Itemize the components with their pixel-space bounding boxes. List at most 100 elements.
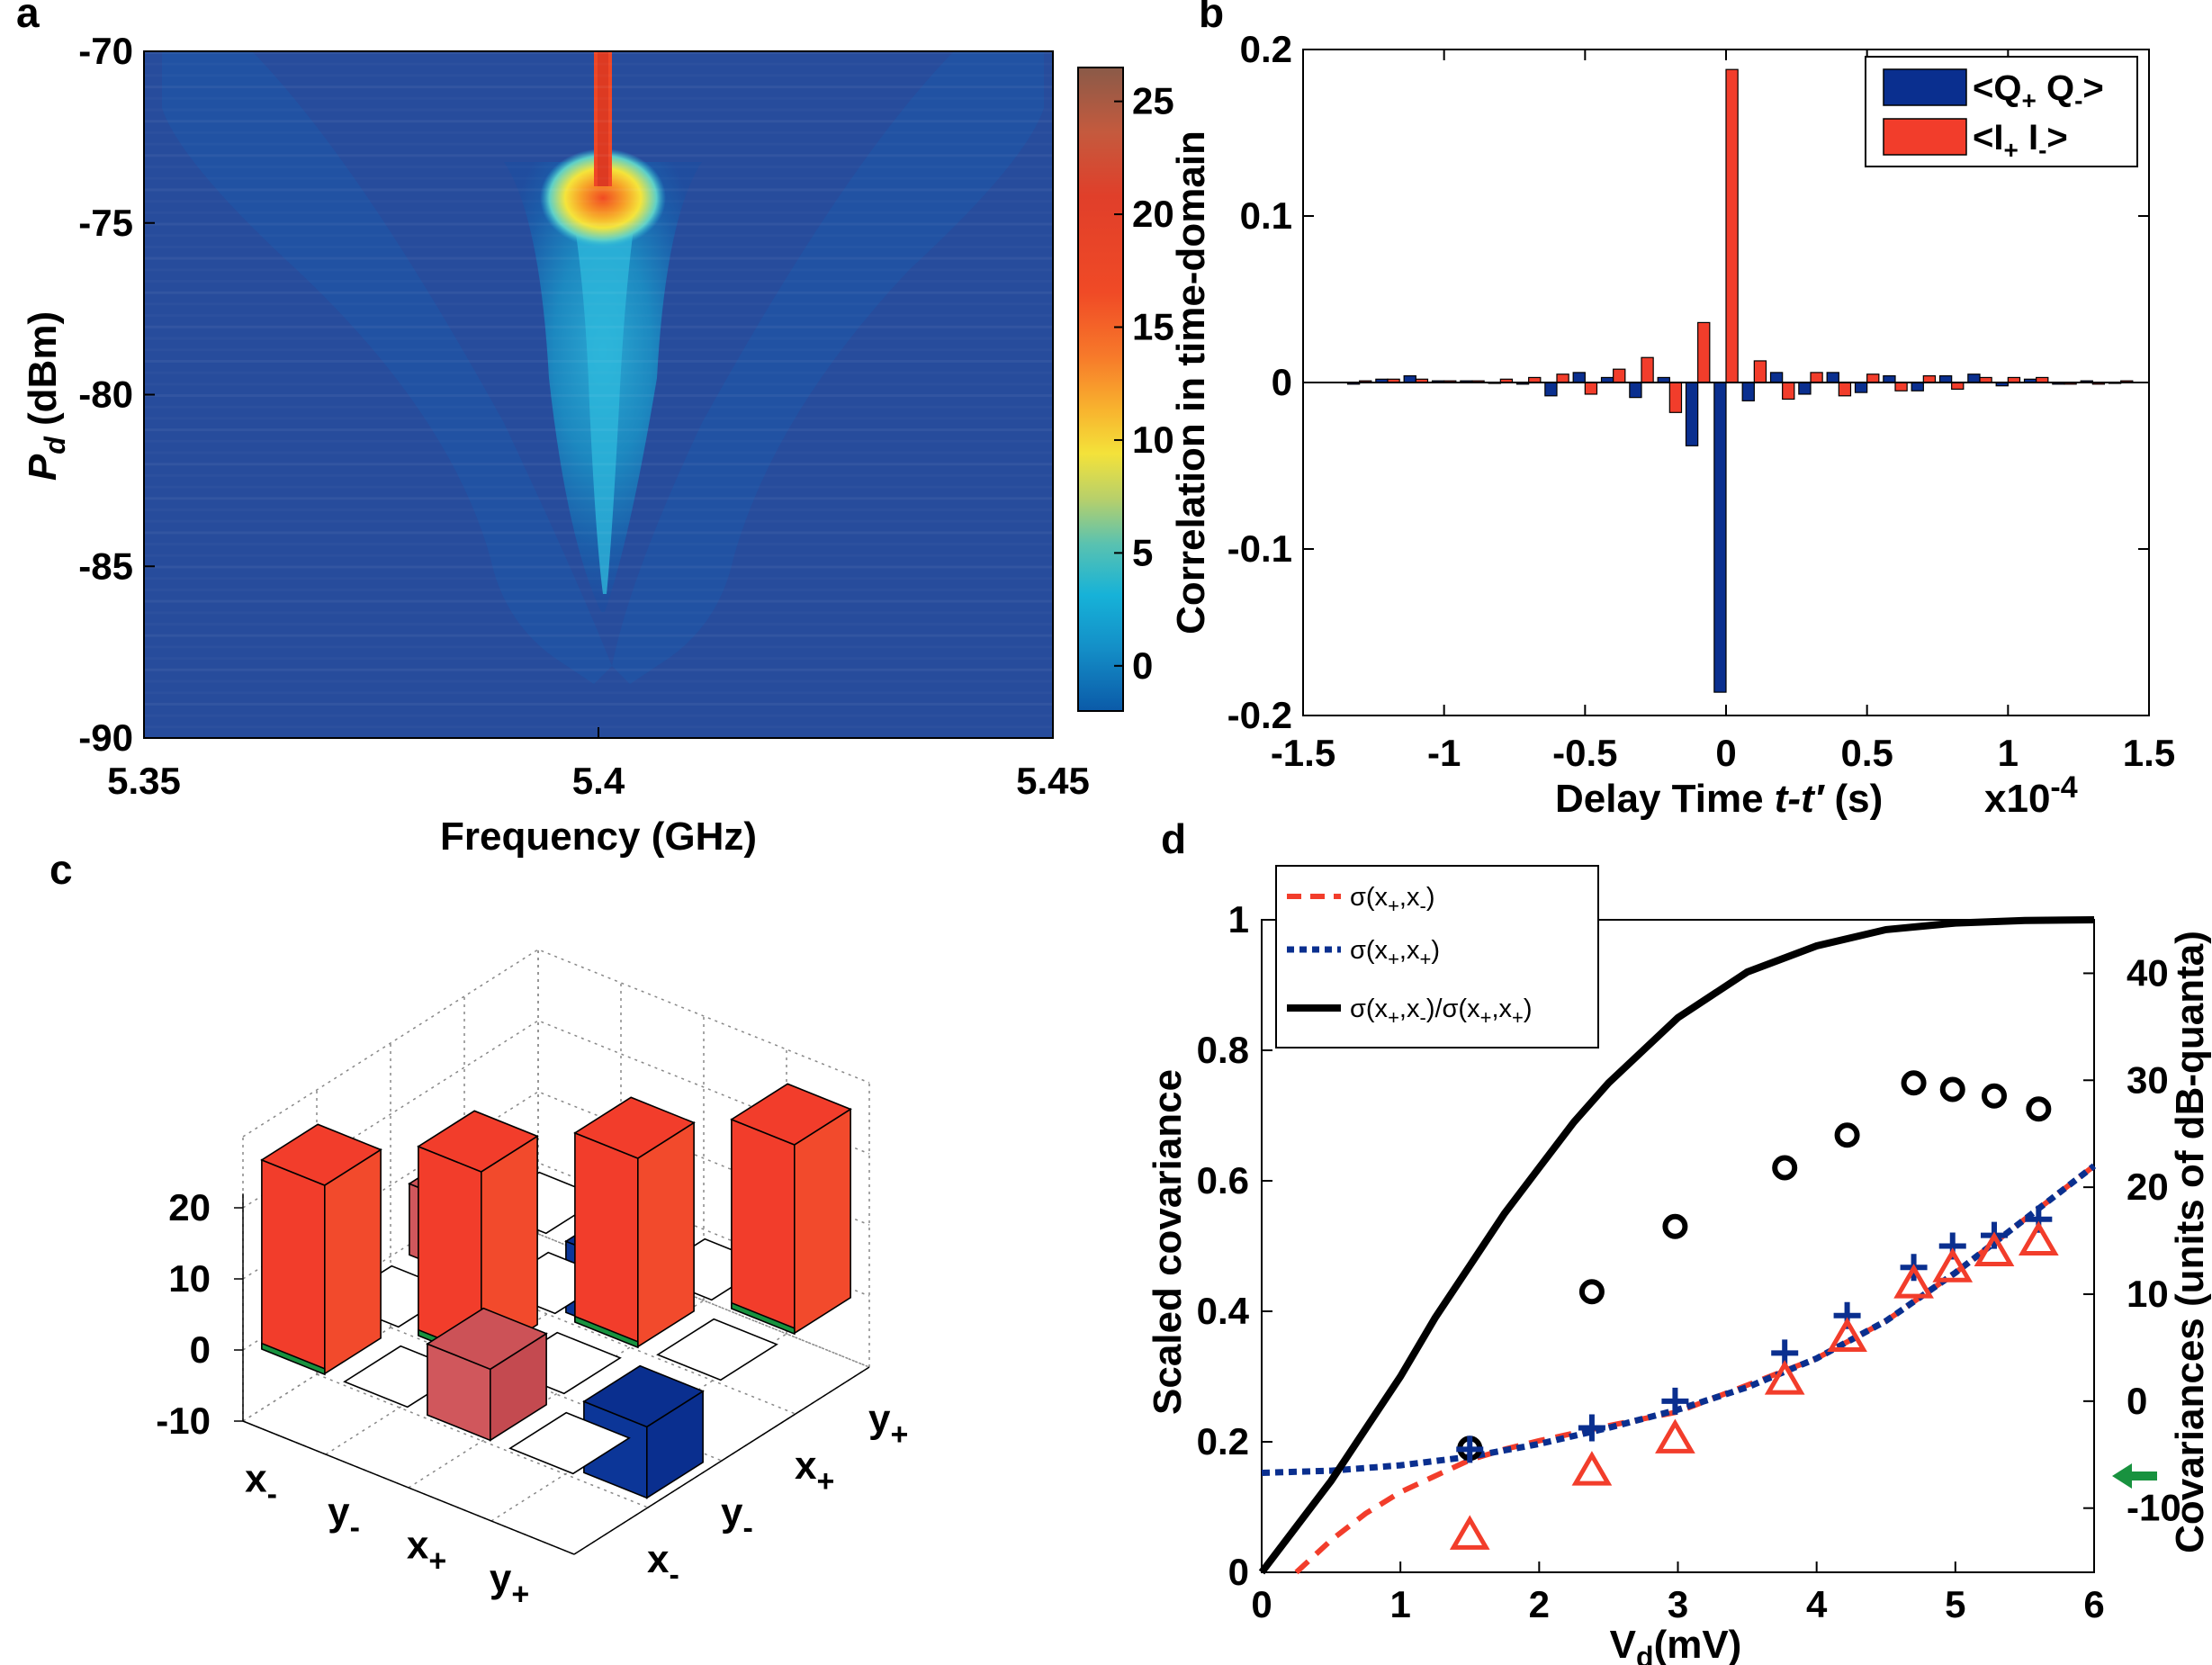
legend-i-sub1: +: [2003, 136, 2018, 164]
panel-a-label: a: [16, 0, 40, 36]
bar-i: [1867, 374, 1879, 382]
panel-b-ylabel: Correlation in time-domain: [1169, 130, 1213, 634]
colorbar-tick-label: 5: [1132, 531, 1153, 573]
lg2-e: ): [1524, 994, 1533, 1023]
heatmap-stripe: [144, 703, 1053, 706]
panel-b-xlabel-part2: t-t′: [1775, 777, 1826, 821]
row-label-main: y: [490, 1557, 512, 1601]
heatmap-stripe: [144, 645, 1053, 648]
legend-swatch-i: [1884, 119, 1966, 155]
lg2-sb: -: [1419, 1006, 1425, 1029]
legend-i-main: <I: [1973, 118, 2003, 158]
heatmap-stripe: [144, 520, 1053, 523]
panel-a-xtick-label: 5.35: [107, 760, 181, 802]
heatmap-stripe: [144, 691, 1053, 694]
panel-c-ztick-label: -10: [156, 1400, 211, 1442]
panel-a-xlabel: Frequency (GHz): [440, 814, 757, 859]
lg1-b: ,x: [1399, 936, 1420, 965]
legend-label-q: <Q+ Q->: [1973, 68, 2104, 114]
heatmap-stripe: [144, 463, 1053, 465]
colorbar-tick-label: 0: [1132, 644, 1153, 687]
bar-i: [1811, 373, 1822, 382]
row-label-main: y: [328, 1490, 350, 1534]
heatmap-stripe: [144, 623, 1053, 626]
heatmap-stripe: [144, 154, 1053, 157]
panel-b-xlabel-part1: Delay Time: [1555, 777, 1775, 821]
panel-b-xtick-label: -1: [1427, 732, 1461, 774]
lg2-c: )/σ(x: [1426, 994, 1480, 1023]
heatmap-stripe: [144, 680, 1053, 683]
panel-c-ztick-label: 20: [168, 1186, 211, 1228]
legend-swatch-q: [1884, 69, 1966, 105]
legend-i-sub2: -: [2038, 136, 2046, 164]
bar-q: [1714, 382, 1726, 692]
lg2-d: ,x: [1491, 994, 1512, 1023]
panel-d-xtick-label: 4: [1806, 1583, 1828, 1625]
panel-d-ytick-label-left: 0.8: [1197, 1029, 1249, 1071]
panel-c-col-label: y+: [868, 1397, 908, 1452]
colorbar-tick-label: 15: [1132, 306, 1174, 348]
panel-d-ylabel-left: Scaled covariance: [1146, 1069, 1190, 1415]
panel-d-xtick-label: 0: [1251, 1583, 1272, 1625]
col-label-sub: -: [669, 1558, 679, 1592]
panel-c-col-label: y-: [721, 1490, 753, 1545]
legend-label-i: <I+ I->: [1973, 118, 2068, 164]
heatmap-stripe: [144, 657, 1053, 660]
panel-b-xtick-label: -1.5: [1271, 732, 1335, 774]
panel-d-xtick-label: 5: [1945, 1583, 1965, 1625]
lg2-sd: +: [1512, 1006, 1524, 1029]
heatmap-stripe: [144, 63, 1053, 66]
heatmap-stripe: [144, 314, 1053, 317]
panel-b-ytick-label: 0.2: [1240, 28, 1292, 70]
panel-a-ytick-label: -85: [78, 544, 133, 587]
panel-b-ytick-label: 0.1: [1240, 194, 1292, 237]
heatmap-stripe: [144, 531, 1053, 534]
panel-a: a 5.35 5.4 5.45 -70 -75 -80 -85 -90 Frequency (…: [16, 0, 1174, 859]
lg1-sa: +: [1388, 948, 1399, 970]
row-label-sub: +: [511, 1578, 529, 1612]
panel-d-xtick-label: 3: [1668, 1583, 1688, 1625]
col-label-sub: +: [890, 1418, 908, 1452]
panel-d-ytick-label-right: 40: [2127, 951, 2169, 994]
panel-b-ytick-label: -0.2: [1227, 694, 1292, 736]
heatmap-stripe: [144, 223, 1053, 226]
bar3d-front-face: [575, 1133, 638, 1346]
panel-b-xlabel: Delay Time t-t′ (s): [1555, 777, 1883, 821]
panel-b-x-exponent: x10-4: [1984, 770, 2078, 821]
heatmap-stripe: [144, 577, 1053, 580]
panel-d-xtick-label: 2: [1529, 1583, 1550, 1625]
panel-d: d 0 1 2 3 4 5 600.20.40.60.81-10010203040 Scal…: [1146, 815, 2212, 1665]
bar-q: [1856, 382, 1867, 392]
panel-c-ztick-label: 0: [190, 1328, 211, 1371]
panel-d-xlabel-sub: d: [1636, 1641, 1654, 1665]
heatmap-stripe: [144, 486, 1053, 489]
panel-d-xtick-label: 6: [2083, 1583, 2104, 1625]
row-label-sub: -: [350, 1511, 360, 1545]
panel-c-row-label: x+: [407, 1524, 446, 1579]
legend-i-mid: I: [2019, 118, 2038, 158]
heatmap-stripe: [144, 200, 1053, 202]
bar3d-side-face: [795, 1109, 850, 1333]
panel-d-label: d: [1161, 815, 1186, 862]
panel-a-ylabel-main: P: [21, 454, 65, 481]
heatmap-stripe: [144, 166, 1053, 168]
panel-b-x-exponent-base: x10: [1984, 777, 2050, 821]
heatmap-stripe: [144, 131, 1053, 134]
heatmap-stripe: [144, 143, 1053, 146]
heatmap-stripe: [144, 669, 1053, 671]
bar3d-zero-tile: [658, 1319, 777, 1381]
lg2-sa: +: [1388, 1006, 1399, 1029]
panel-a-ylabel-rest: (dBm): [21, 311, 65, 436]
panel-c-col-label: x+: [795, 1444, 834, 1498]
panel-d-ytick-label-right: 20: [2127, 1166, 2169, 1208]
bar-i: [1641, 357, 1653, 382]
col-label-main: x: [795, 1444, 817, 1488]
heatmap-stripe: [144, 120, 1053, 122]
heatmap-stripe: [144, 268, 1053, 271]
heatmap-stripe: [144, 634, 1053, 637]
panel-d-ytick-label-left: 0.4: [1197, 1290, 1250, 1332]
heatmap-stripe: [144, 212, 1053, 214]
legend-q-mid: Q: [2037, 68, 2074, 108]
col-label-main: x: [647, 1537, 670, 1581]
